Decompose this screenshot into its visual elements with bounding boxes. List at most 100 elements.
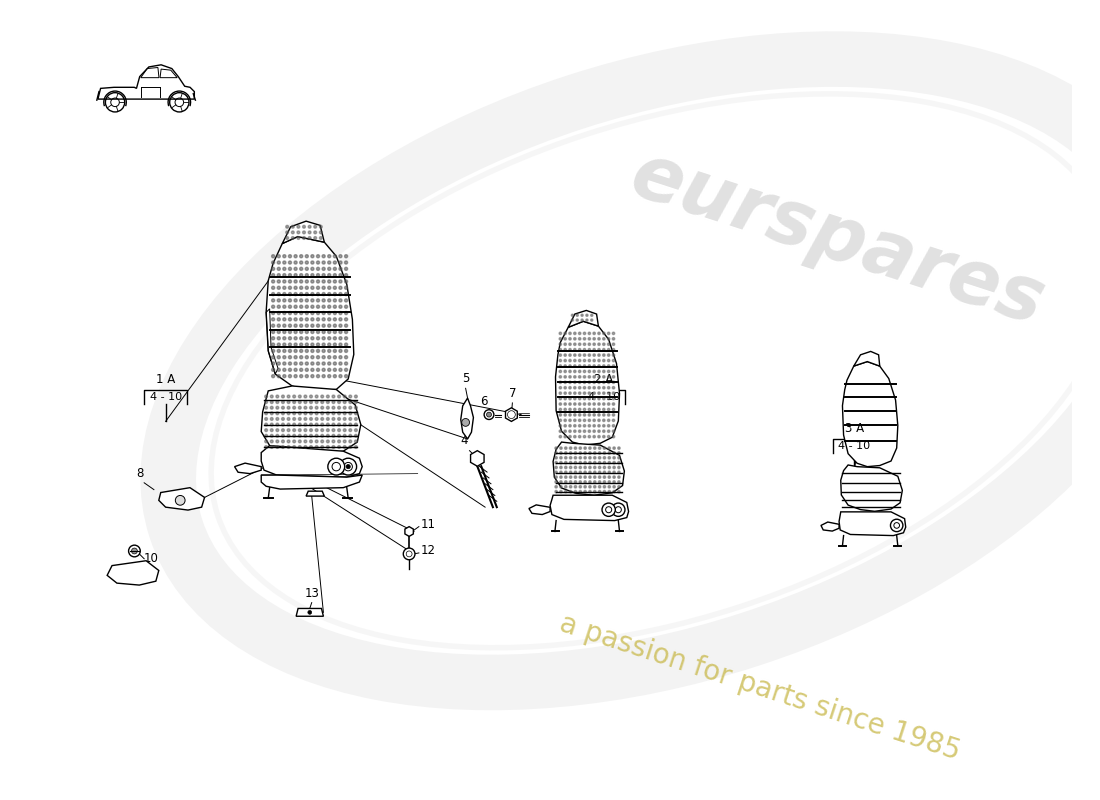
Circle shape bbox=[299, 299, 303, 302]
Circle shape bbox=[560, 490, 562, 493]
Text: 4 - 10: 4 - 10 bbox=[150, 392, 182, 402]
Circle shape bbox=[288, 261, 292, 264]
Circle shape bbox=[484, 410, 494, 419]
Polygon shape bbox=[405, 526, 414, 536]
Circle shape bbox=[613, 430, 615, 433]
Circle shape bbox=[272, 368, 275, 371]
Circle shape bbox=[594, 447, 596, 450]
Circle shape bbox=[613, 425, 615, 427]
Circle shape bbox=[564, 435, 567, 438]
Circle shape bbox=[570, 476, 572, 478]
Circle shape bbox=[603, 457, 606, 459]
Circle shape bbox=[293, 429, 296, 431]
Circle shape bbox=[332, 401, 334, 403]
Circle shape bbox=[316, 395, 318, 398]
Circle shape bbox=[317, 368, 320, 371]
Circle shape bbox=[573, 403, 576, 406]
Circle shape bbox=[618, 490, 620, 493]
Circle shape bbox=[597, 430, 601, 433]
Circle shape bbox=[569, 403, 571, 406]
Circle shape bbox=[344, 368, 348, 371]
Circle shape bbox=[593, 381, 595, 383]
Polygon shape bbox=[107, 561, 158, 585]
Circle shape bbox=[299, 267, 303, 270]
Circle shape bbox=[306, 311, 308, 314]
Circle shape bbox=[299, 324, 303, 327]
Circle shape bbox=[129, 545, 141, 557]
Circle shape bbox=[293, 446, 296, 448]
Circle shape bbox=[613, 354, 615, 356]
Circle shape bbox=[272, 311, 275, 314]
Circle shape bbox=[328, 324, 331, 327]
Circle shape bbox=[554, 466, 558, 469]
Circle shape bbox=[588, 338, 591, 340]
Circle shape bbox=[579, 359, 581, 362]
Circle shape bbox=[559, 392, 562, 394]
Circle shape bbox=[276, 434, 278, 437]
Circle shape bbox=[306, 324, 308, 327]
Circle shape bbox=[333, 368, 337, 371]
Circle shape bbox=[588, 392, 591, 394]
Circle shape bbox=[272, 374, 275, 378]
Circle shape bbox=[588, 447, 591, 450]
Circle shape bbox=[569, 425, 571, 427]
Circle shape bbox=[306, 356, 308, 358]
Circle shape bbox=[344, 350, 348, 353]
Circle shape bbox=[588, 365, 591, 367]
Circle shape bbox=[603, 471, 606, 474]
Polygon shape bbox=[840, 465, 902, 511]
Circle shape bbox=[583, 365, 585, 367]
Circle shape bbox=[333, 374, 337, 378]
Circle shape bbox=[272, 254, 275, 258]
Circle shape bbox=[593, 365, 595, 367]
Circle shape bbox=[564, 338, 567, 340]
Circle shape bbox=[276, 395, 278, 398]
Circle shape bbox=[603, 392, 605, 394]
Polygon shape bbox=[306, 491, 324, 496]
Circle shape bbox=[613, 376, 615, 378]
Circle shape bbox=[593, 425, 595, 427]
Circle shape bbox=[559, 403, 562, 406]
Circle shape bbox=[311, 311, 313, 314]
Text: 4 - 10: 4 - 10 bbox=[838, 441, 870, 450]
Circle shape bbox=[276, 418, 278, 420]
Circle shape bbox=[311, 356, 313, 358]
Circle shape bbox=[603, 370, 605, 373]
Circle shape bbox=[559, 376, 562, 378]
Circle shape bbox=[277, 362, 280, 365]
Circle shape bbox=[294, 362, 297, 365]
Circle shape bbox=[584, 481, 586, 483]
Polygon shape bbox=[461, 398, 473, 439]
Circle shape bbox=[304, 446, 307, 448]
Circle shape bbox=[564, 381, 567, 383]
Circle shape bbox=[618, 457, 620, 459]
Circle shape bbox=[593, 435, 595, 438]
Circle shape bbox=[597, 354, 601, 356]
Circle shape bbox=[554, 481, 558, 483]
Circle shape bbox=[321, 446, 323, 448]
Circle shape bbox=[613, 462, 615, 464]
Circle shape bbox=[306, 274, 308, 277]
Circle shape bbox=[299, 286, 303, 290]
Circle shape bbox=[294, 267, 297, 270]
Polygon shape bbox=[854, 351, 880, 366]
Circle shape bbox=[311, 293, 313, 296]
Circle shape bbox=[277, 267, 280, 270]
Circle shape bbox=[607, 370, 609, 373]
Circle shape bbox=[349, 446, 352, 448]
Circle shape bbox=[569, 414, 571, 416]
Circle shape bbox=[588, 430, 591, 433]
Circle shape bbox=[265, 418, 267, 420]
Circle shape bbox=[570, 462, 572, 464]
Circle shape bbox=[294, 274, 297, 277]
Circle shape bbox=[308, 226, 311, 228]
Circle shape bbox=[554, 471, 558, 474]
Circle shape bbox=[618, 452, 620, 454]
Circle shape bbox=[294, 330, 297, 334]
Circle shape bbox=[598, 486, 601, 488]
Circle shape bbox=[328, 330, 331, 334]
Circle shape bbox=[283, 330, 286, 334]
Circle shape bbox=[346, 465, 350, 469]
Circle shape bbox=[306, 286, 308, 290]
Circle shape bbox=[608, 462, 611, 464]
